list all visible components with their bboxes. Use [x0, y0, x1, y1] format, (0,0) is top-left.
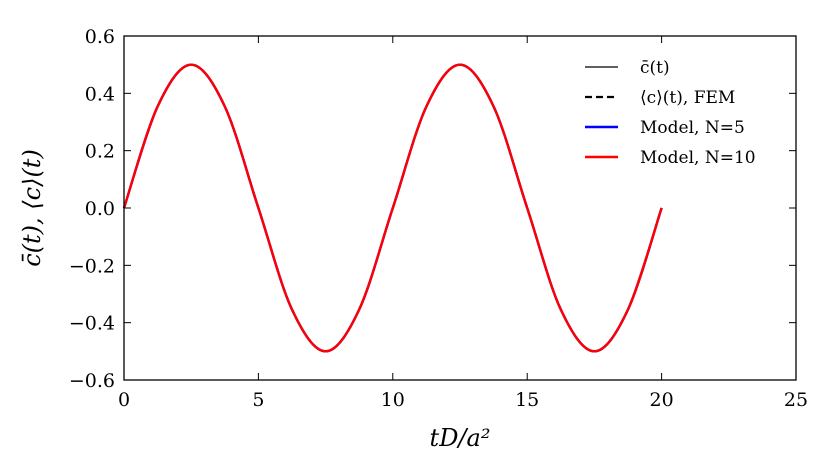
y-tick-label: 0.2 — [85, 141, 115, 163]
y-tick-label: −0.4 — [69, 313, 115, 335]
y-tick-label: 0.6 — [85, 26, 115, 48]
x-tick-label: 0 — [118, 389, 130, 411]
legend-label: ⟨c⟩(t), FEM — [640, 88, 735, 108]
y-axis-label: c̄(t), ⟨c⟩(t) — [18, 149, 46, 267]
y-tick-label: 0.0 — [85, 198, 115, 220]
legend: c̄(t) ⟨c⟩(t), FEM Model, N=5 Model, N=10 — [585, 58, 756, 168]
y-tick-label: −0.2 — [69, 255, 115, 277]
series-line-4 — [122, 63, 663, 353]
legend-label: Model, N=10 — [640, 148, 756, 168]
x-tick-label: 15 — [515, 389, 539, 411]
y-tick-label: 0.4 — [85, 83, 115, 105]
x-tick-label: 25 — [784, 389, 808, 411]
x-axis-label: tD/a² — [430, 424, 491, 452]
legend-label: Model, N=5 — [640, 118, 745, 138]
ticks-layer: 0 5 10 15 20 25 −0.6 −0.4 −0.2 0.0 0.2 0.4 0.6 — [69, 26, 808, 411]
x-tick-label: 10 — [381, 389, 405, 411]
series-layer — [122, 63, 663, 353]
legend-label: c̄(t) — [640, 58, 670, 78]
y-tick-label: −0.6 — [69, 370, 115, 392]
x-tick-label: 5 — [252, 389, 264, 411]
x-tick-label: 20 — [650, 389, 674, 411]
